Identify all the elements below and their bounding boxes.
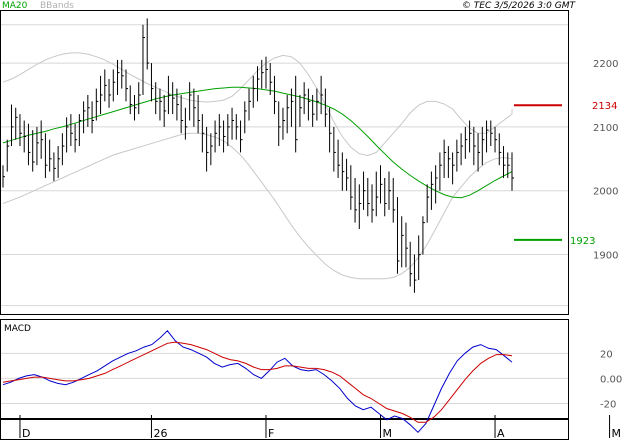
macd-panel-frame	[0, 319, 569, 419]
macd-axis: -20 0.00 20	[600, 349, 622, 410]
x-axis-label: A	[497, 427, 505, 440]
macd-tick-label: 20	[600, 349, 613, 360]
macd-line	[2, 330, 513, 434]
macd-tick-label: 0.00	[600, 374, 622, 385]
support-label: 1923	[570, 236, 595, 247]
resistance-label: 2134	[592, 101, 617, 112]
price-tick-label: 1900	[593, 251, 618, 262]
bbands-legend-label: BBands	[40, 1, 74, 11]
signal-line	[2, 341, 513, 423]
x-axis-label: D	[22, 427, 30, 440]
copyright-text: © TEC 3/5/2026 3:0 GMT	[462, 1, 577, 11]
price-tick-label: 2000	[593, 187, 618, 198]
price-axis: 1900 2000 2100 2200	[593, 59, 618, 261]
price-tick-label: 2100	[593, 123, 618, 134]
x-axis: D 26 F M A M	[19, 415, 622, 440]
moving-average-line	[2, 86, 513, 199]
support-resistance-levels: 2134 1923	[514, 101, 617, 247]
macd-tick-label: -20	[600, 399, 616, 410]
x-axis-strip	[0, 419, 569, 440]
macd-lines	[2, 330, 513, 434]
x-axis-label: M	[383, 427, 393, 440]
ma-legend-label: MA20	[2, 1, 28, 11]
x-axis-label: F	[268, 427, 274, 440]
ma20-line	[2, 86, 513, 199]
macd-panel-label: MACD	[4, 324, 31, 334]
bb-lower-line	[2, 132, 513, 280]
price-tick-label: 2200	[593, 59, 618, 70]
ohlc-bars	[2, 18, 514, 293]
macd-gridlines	[1, 352, 568, 404]
x-axis-label: 26	[153, 427, 167, 440]
price-panel-frame	[0, 10, 569, 315]
x-axis-label: M	[612, 427, 622, 440]
